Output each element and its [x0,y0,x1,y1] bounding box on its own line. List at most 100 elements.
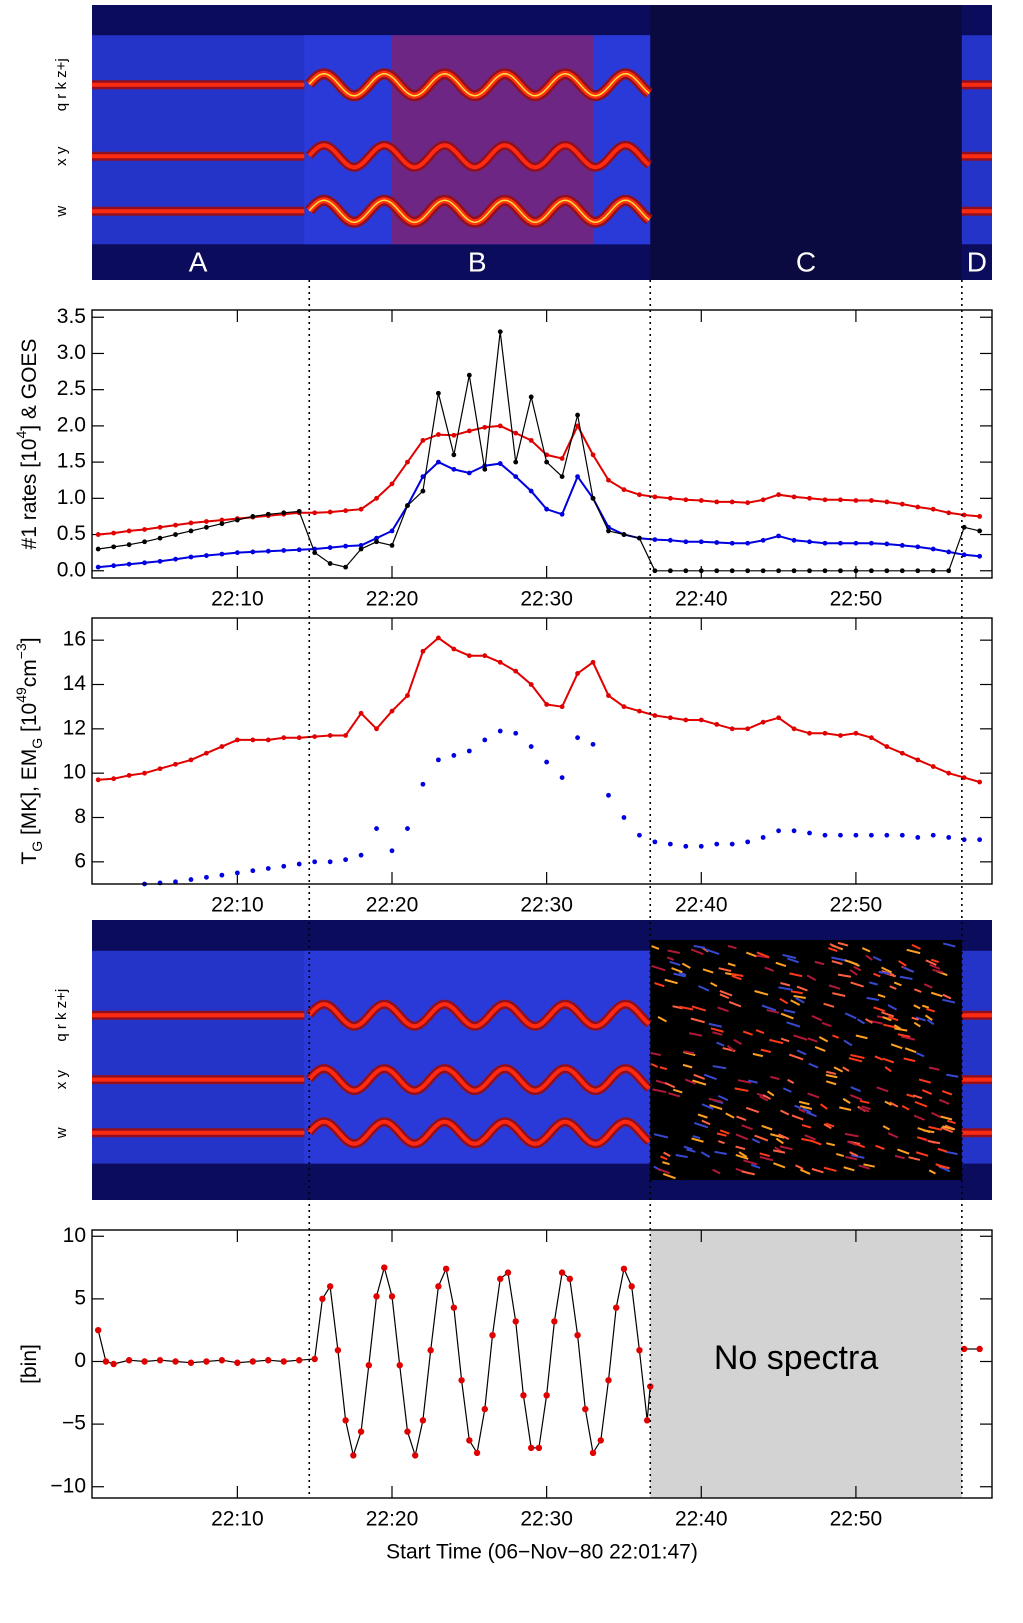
data-point [405,693,410,698]
data-point [683,717,689,723]
data-point [884,744,890,749]
data-point [327,509,333,515]
spectrogram-noise [760,1048,772,1053]
data-point [482,466,488,472]
data-point [558,1269,566,1276]
data-point [396,1362,403,1369]
spectrogram-noise [798,1108,806,1114]
data-point [582,1405,589,1413]
data-point [946,770,952,776]
spectrogram-noise [872,955,882,962]
spectrogram-noise [737,1079,752,1084]
data-point [281,510,287,516]
spectrogram-noise [874,1055,883,1061]
data-point [497,728,503,734]
spectrogram-noise [825,1122,835,1128]
spectrogram-noise [931,1111,941,1118]
spectrogram-noise [930,958,939,964]
spectrogram-noise [861,1105,871,1111]
spectrogram-noise [811,1015,823,1022]
spectrogram-noise [716,1041,725,1047]
spectrogram-noise [793,1034,808,1041]
spectrogram-noise [727,944,737,950]
data-point [698,498,704,503]
data-point [187,1359,195,1366]
data-point [111,544,117,550]
y-axis-label-part: ] & GOES [18,339,41,431]
data-point [776,533,781,539]
y-tick-label: 12 [63,716,86,739]
data-point [250,549,256,555]
spectrogram-noise [930,991,943,998]
spectrogram-noise [913,988,922,993]
data-point [637,492,642,498]
data-point [961,524,967,530]
spectrogram-noise [894,1027,908,1032]
spectrogram-noise [743,1159,758,1166]
spectrogram-noise [754,1134,769,1142]
data-point [327,859,333,865]
spectrogram-noise [790,990,803,995]
data-point [504,1269,512,1276]
region-label: D [967,246,987,277]
data-point [188,528,194,534]
plot-frame [91,617,993,885]
spectrogram-noise [881,966,893,974]
spectrogram-noise [682,1063,693,1069]
spectrogram-noise [849,1094,863,1101]
data-point [466,428,472,434]
data-point [760,568,766,574]
data-point [513,668,519,674]
spectrogram-noise [856,1018,866,1025]
spectrogram-noise [666,956,675,961]
spectrogram-noise [692,1135,701,1140]
data-point [698,843,704,849]
y-tick-label: 3.5 [57,305,86,328]
data-point [343,508,349,514]
data-point [125,1357,133,1364]
data-point [899,543,905,548]
data-point [884,568,890,574]
data-point [312,550,318,556]
data-point [265,1357,272,1364]
spectrogram-noise [778,986,793,991]
data-point [884,832,890,838]
data-point [698,539,704,545]
spectrogram-noise [887,1132,899,1139]
data-point [791,494,797,500]
spectrogram-noise [659,1066,668,1071]
data-point [899,568,905,574]
data-point [930,764,936,769]
spectrogram-noise [901,1104,910,1111]
data-point [173,522,178,528]
data-point [466,372,472,378]
data-point [489,1331,496,1339]
data-point [312,510,318,516]
x-tick-label: 22:20 [366,894,419,917]
data-point [930,506,936,512]
data-point [466,1437,473,1444]
spectrogram-noise [882,1125,891,1131]
data-point [157,535,163,541]
spectrogram-noise [927,1140,941,1145]
data-point [219,551,225,557]
spectrogram-noise [882,1057,895,1064]
spectrogram-noise [843,1039,853,1047]
spectrogram-noise [679,1005,694,1011]
y-axis-label-part: G [29,738,45,749]
data-point [405,826,410,831]
spectrogram-noise [868,981,878,986]
data-point [334,1347,342,1354]
spectral-line-label: q r k z+j [53,989,70,1042]
spectrogram-noise [690,1017,705,1024]
data-point [652,568,658,574]
data-point [528,488,534,494]
spectrogram-noise [843,1166,855,1172]
region-label: B [468,246,487,277]
data-point [636,1347,643,1354]
data-point [111,530,117,536]
data-point [111,563,117,569]
spectrogram-noise [770,1133,785,1139]
data-point [420,781,426,787]
data-point [597,1437,604,1444]
